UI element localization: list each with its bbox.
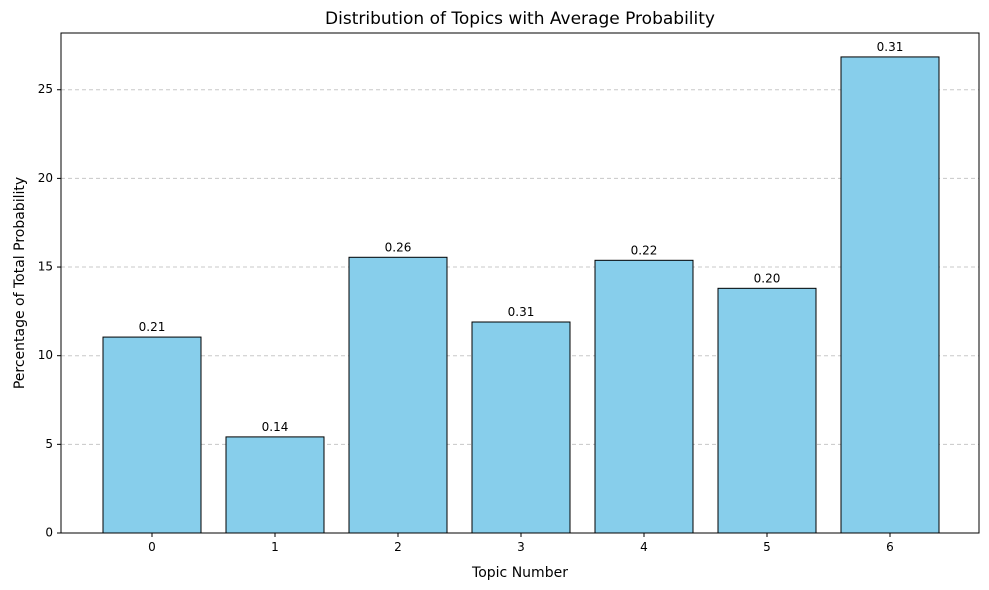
bar-topic-4: [594, 259, 694, 534]
bar-data-label: 0.26: [385, 240, 412, 254]
x-tick-label: 2: [394, 540, 402, 554]
y-tick-label: 5: [45, 437, 53, 451]
y-tick-label: 10: [38, 348, 53, 362]
bar-data-label: 0.31: [508, 305, 535, 319]
plot-frame: [60, 32, 980, 534]
x-tick-label: 0: [148, 540, 156, 554]
x-axis-ticks: 0 1 2 3 4 5 6: [148, 533, 894, 554]
chart-title: Distribution of Topics with Average Prob…: [325, 9, 715, 29]
bar-topic-6: [840, 56, 940, 534]
axes: [60, 32, 980, 534]
bar-data-label: 0.20: [754, 271, 781, 285]
x-tick-label: 1: [271, 540, 279, 554]
bar-topic-5: [717, 287, 817, 534]
y-tick-label: 25: [38, 82, 53, 96]
y-tick-label: 0: [45, 526, 53, 540]
bar-data-label: 0.31: [877, 40, 904, 54]
x-axis-label: Topic Number: [471, 565, 568, 581]
x-tick-label: 4: [640, 540, 648, 554]
bars: [102, 56, 940, 534]
x-tick-label: 6: [886, 540, 894, 554]
bar-data-label: 0.14: [262, 420, 289, 434]
bar-topic-0: [102, 336, 202, 534]
bar-topic-1: [225, 436, 325, 534]
bar-data-label: 0.22: [631, 243, 658, 257]
bar-topic-3: [471, 321, 571, 534]
x-tick-label: 5: [763, 540, 771, 554]
y-axis-label: Percentage of Total Probability: [12, 177, 28, 389]
bar-topic-2: [348, 256, 448, 534]
bar-data-label: 0.21: [139, 320, 166, 334]
y-tick-label: 15: [38, 260, 53, 274]
y-axis-ticks: 0 5 10 15 20 25: [38, 82, 61, 540]
y-tick-label: 20: [38, 171, 53, 185]
data-labels: 0.21 0.14 0.26 0.31 0.22 0.20 0.31: [139, 40, 904, 434]
x-tick-label: 3: [517, 540, 525, 554]
